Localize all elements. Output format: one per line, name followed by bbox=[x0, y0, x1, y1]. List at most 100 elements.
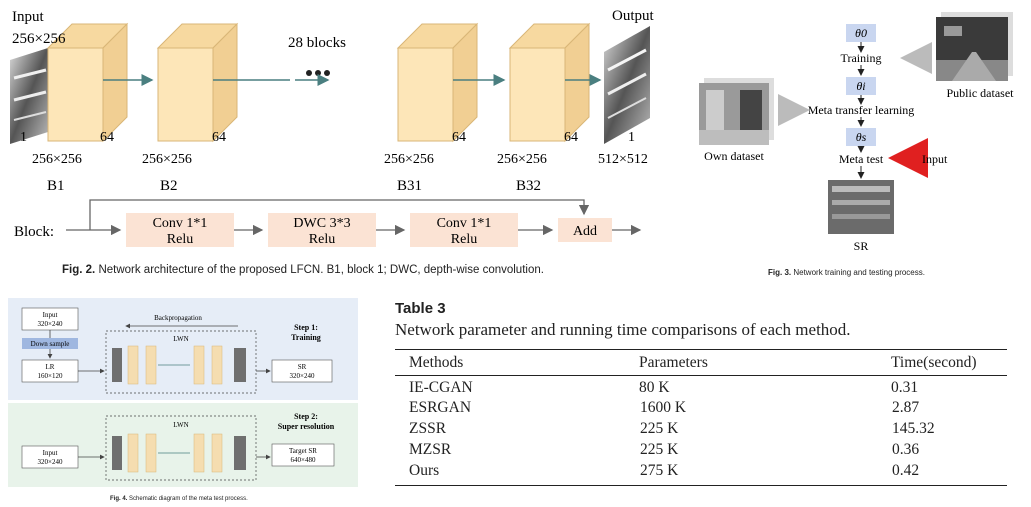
size-b1: 256×256 bbox=[32, 152, 82, 167]
name-b31: B31 bbox=[397, 178, 422, 194]
fig4-diagram: Input 320×240 Down sample LR 160×120 Bac… bbox=[8, 298, 358, 487]
output-label: Output bbox=[612, 8, 655, 24]
cell-time: 0.31 bbox=[891, 379, 919, 396]
step2-l1: Step 2: bbox=[294, 412, 318, 421]
table-row: ZSSR 225 K 145.32 bbox=[395, 418, 1007, 439]
op-dwc-l2: Relu bbox=[309, 232, 335, 247]
fig4-caption: Fig. 4. Schematic diagram of the meta te… bbox=[110, 496, 248, 502]
cell-time: 0.36 bbox=[892, 440, 920, 458]
output-size: 512×512 bbox=[598, 152, 648, 167]
table-header-row: Methods Parameters Time(second) bbox=[395, 349, 1007, 376]
cell-params: 225 K bbox=[640, 419, 679, 437]
step1-l2: Training bbox=[291, 333, 321, 342]
cell-params: 225 K bbox=[640, 440, 679, 458]
size-b2: 256×256 bbox=[142, 152, 192, 167]
own-dataset-label: Own dataset bbox=[704, 149, 764, 163]
theta-s: θs bbox=[856, 130, 867, 144]
channels-b31: 64 bbox=[452, 130, 466, 145]
fig4-caption-prefix: Fig. 4. bbox=[110, 496, 128, 502]
op-conv1-l2: Relu bbox=[167, 232, 193, 247]
cell-params: 1600 K bbox=[640, 398, 687, 416]
theta-i-box bbox=[846, 77, 876, 95]
lwn2-box bbox=[105, 415, 257, 481]
training-label: Training bbox=[841, 51, 882, 65]
table-row: MZSR 225 K 0.36 bbox=[395, 439, 1007, 460]
block-b32 bbox=[508, 22, 591, 143]
size-b32: 256×256 bbox=[497, 152, 547, 167]
channels-b32: 64 bbox=[564, 130, 578, 145]
fig3-diagram: θ0 Training θi Meta transfer learning θs… bbox=[699, 12, 1015, 253]
header-time: Time(second) bbox=[891, 354, 977, 371]
op-conv1-box bbox=[126, 213, 234, 247]
op-conv2-l1: Conv 1*1 bbox=[437, 216, 492, 231]
dot bbox=[315, 70, 321, 76]
op-conv2-box bbox=[410, 213, 518, 247]
dot bbox=[324, 70, 330, 76]
fig4-lr-l2: 160×120 bbox=[38, 372, 63, 380]
sr-label: SR bbox=[854, 239, 869, 253]
fig4-target-l2: 640×480 bbox=[291, 456, 316, 464]
cell-method: Ours bbox=[409, 462, 440, 479]
backprop-label: Backpropagation bbox=[154, 314, 202, 322]
cell-method: ESRGAN bbox=[409, 399, 472, 416]
fig2-caption: Fig. 2. Network architecture of the prop… bbox=[62, 264, 544, 276]
channels-b2: 64 bbox=[212, 130, 226, 145]
fig3-caption-prefix: Fig. 3. bbox=[768, 268, 792, 277]
public-dataset-label: Public dataset bbox=[947, 86, 1015, 100]
input-channels: 1 bbox=[20, 130, 27, 145]
name-b2: B2 bbox=[160, 178, 178, 194]
cell-method: ZSSR bbox=[409, 420, 447, 437]
blocks-count-label: 28 blocks bbox=[288, 35, 346, 51]
table-row: ESRGAN 1600 K 2.87 bbox=[395, 397, 1007, 418]
header-parameters: Parameters bbox=[639, 354, 708, 371]
public-dataset-image bbox=[936, 12, 1013, 81]
cell-params: 80 K bbox=[639, 379, 670, 396]
cell-method: MZSR bbox=[409, 441, 452, 458]
fig4-sr-l2: 320×240 bbox=[290, 372, 315, 380]
fig4-input1-l2: 320×240 bbox=[38, 320, 63, 328]
fig3-input-label: Input bbox=[922, 152, 948, 166]
fig2-diagram: Input 256×256 Output 28 blocks 1 64 64 6… bbox=[10, 8, 655, 247]
cell-method: IE-CGAN bbox=[409, 379, 473, 396]
fig4-input2-l1: Input bbox=[43, 449, 58, 457]
table-row: IE-CGAN 80 K 0.31 bbox=[395, 376, 1007, 398]
output-channels: 1 bbox=[628, 130, 635, 145]
step2-l2: Super resolution bbox=[278, 422, 335, 431]
add-box bbox=[558, 218, 612, 242]
down-sample-box bbox=[22, 338, 78, 349]
skip-connection bbox=[89, 199, 590, 230]
op-conv1-l1: Conv 1*1 bbox=[153, 216, 208, 231]
lwn1-label: LWN bbox=[173, 335, 188, 343]
input-label: Input bbox=[12, 9, 44, 25]
meta-test-label: Meta test bbox=[839, 152, 884, 166]
sr-image bbox=[828, 180, 894, 234]
cell-params: 275 K bbox=[640, 462, 679, 479]
table-row: Ours 275 K 0.42 bbox=[395, 460, 1007, 486]
size-b31: 256×256 bbox=[384, 152, 434, 167]
theta-s-box bbox=[846, 128, 876, 146]
name-b1: B1 bbox=[47, 178, 65, 194]
block-b2 bbox=[156, 22, 239, 143]
op-conv2-l2: Relu bbox=[451, 232, 477, 247]
name-b32: B32 bbox=[516, 178, 541, 194]
fig3-caption-text: Network training and testing process. bbox=[793, 268, 925, 277]
cell-time: 145.32 bbox=[892, 419, 935, 437]
block-label: Block: bbox=[14, 224, 54, 240]
channels-b1: 64 bbox=[100, 130, 114, 145]
step1-l1: Step 1: bbox=[294, 323, 318, 332]
down-sample-label: Down sample bbox=[31, 340, 70, 348]
fig3-caption: Fig. 3. Network training and testing pro… bbox=[768, 268, 925, 277]
block-b31 bbox=[396, 22, 479, 143]
op-dwc-l1: DWC 3*3 bbox=[293, 216, 350, 231]
add-label: Add bbox=[573, 224, 597, 239]
dot bbox=[306, 70, 312, 76]
fig2-caption-text: Network architecture of the proposed LFC… bbox=[98, 264, 544, 276]
op-dwc-box bbox=[268, 213, 376, 247]
theta0: θ0 bbox=[855, 26, 867, 40]
fig4-target-l1: Target SR bbox=[289, 447, 317, 455]
fig4-caption-text: Schematic diagram of the meta test proce… bbox=[129, 496, 248, 502]
own-dataset-image bbox=[699, 78, 774, 145]
table3: Methods Parameters Time(second) IE-CGAN … bbox=[395, 349, 1007, 486]
meta-transfer-label: Meta transfer learning bbox=[808, 103, 915, 117]
input-image bbox=[10, 48, 48, 144]
